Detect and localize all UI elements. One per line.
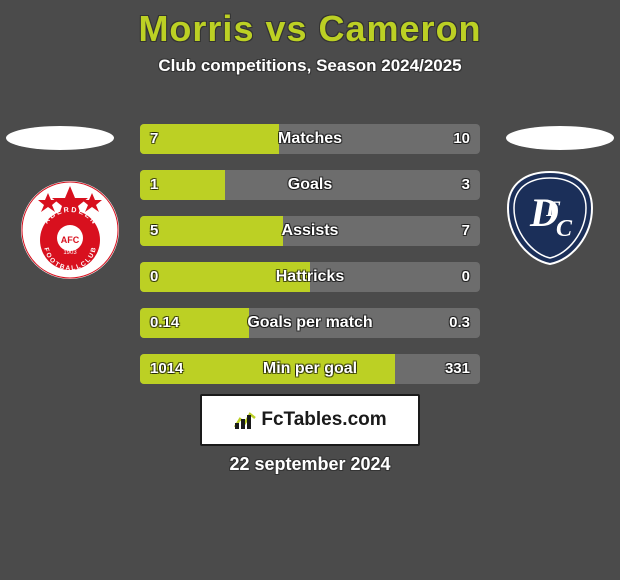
stat-bar-label: Goals per match: [140, 308, 480, 338]
player-left-ellipse: [6, 126, 114, 150]
stat-bar-label: Goals: [140, 170, 480, 200]
stat-bar-left-value: 1: [140, 170, 168, 200]
stat-bars: Matches710Goals13Assists57Hattricks00Goa…: [140, 124, 480, 400]
stat-bar-right-value: 7: [452, 216, 480, 246]
svg-text:AFC: AFC: [61, 235, 80, 245]
stat-bar-row: Goals per match0.14 0.3: [140, 308, 480, 338]
watermark-text: FcTables.com: [261, 409, 386, 431]
aberdeen-crest-icon: AFC 1903 A B E R D E E N F O O T B A L L…: [20, 180, 120, 280]
watermark: FcTables.com: [200, 394, 420, 446]
stat-bar-left-value: 5: [140, 216, 168, 246]
stat-bar-row: Hattricks0 0: [140, 262, 480, 292]
svg-text:1903: 1903: [63, 250, 77, 256]
chart-icon: [233, 409, 257, 431]
stat-bar-label: Matches: [140, 124, 480, 154]
stat-bar-left-value: 1014: [140, 354, 193, 384]
stat-bar-left-value: 0.14: [140, 308, 189, 338]
club-crest-left: AFC 1903 A B E R D E E N F O O T B A L L…: [20, 180, 120, 280]
stat-bar-row: Min per goal1014331: [140, 354, 480, 384]
stat-bar-right-value: 3: [452, 170, 480, 200]
stat-bar-row: Assists5 7: [140, 216, 480, 246]
stat-bar-label: Assists: [140, 216, 480, 246]
comparison-infographic: Morris vs Cameron Club competitions, Sea…: [0, 0, 620, 580]
stat-bar-right-value: 331: [435, 354, 480, 384]
stat-bar-right-value: 10: [443, 124, 480, 154]
stat-bar-row: Goals1 3: [140, 170, 480, 200]
dundee-crest-icon: D F C: [500, 168, 600, 268]
svg-text:C: C: [556, 216, 573, 242]
page-title: Morris vs Cameron: [0, 0, 620, 50]
stat-bar-label: Hattricks: [140, 262, 480, 292]
date: 22 september 2024: [0, 454, 620, 475]
stat-bar-left-value: 0: [140, 262, 168, 292]
stat-bar-right-value: 0: [452, 262, 480, 292]
club-crest-right: D F C: [500, 168, 600, 268]
player-right-ellipse: [506, 126, 614, 150]
stat-bar-row: Matches7 10: [140, 124, 480, 154]
subtitle: Club competitions, Season 2024/2025: [0, 56, 620, 76]
stat-bar-right-value: 0.3: [439, 308, 480, 338]
stat-bar-left-value: 7: [140, 124, 168, 154]
